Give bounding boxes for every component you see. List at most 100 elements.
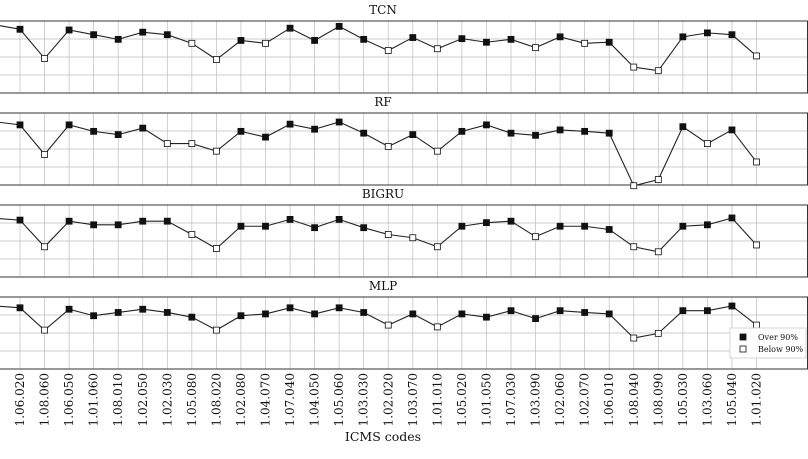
x-tick-label: 1.02.080 <box>234 373 248 426</box>
point-below-90 <box>163 140 171 148</box>
x-tick-label: 1.02.020 <box>381 373 395 426</box>
point-over-90 <box>507 307 515 315</box>
x-tick-label: 1.05.080 <box>185 373 199 426</box>
point-over-90 <box>65 217 73 225</box>
x-tick-label: 1.05.030 <box>676 373 690 426</box>
point-over-90 <box>532 315 539 323</box>
point-below-90 <box>581 39 589 47</box>
panels-layer: TCN RF BIGRU MLP <box>0 3 808 370</box>
point-below-90 <box>384 231 392 238</box>
point-over-90 <box>139 217 147 225</box>
point-over-90 <box>728 31 736 39</box>
point-over-90 <box>286 215 294 223</box>
x-tick-label: 1.06.020 <box>13 373 27 426</box>
point-over-90 <box>335 215 343 223</box>
point-over-90 <box>90 221 98 229</box>
point-over-90 <box>483 313 490 321</box>
x-tick-label: 1.05.040 <box>725 373 739 426</box>
point-below-90 <box>41 55 48 62</box>
point-over-90 <box>139 28 147 36</box>
point-over-90 <box>360 309 368 316</box>
point-over-90 <box>728 214 736 222</box>
point-over-90 <box>114 221 122 229</box>
point-over-90 <box>507 35 515 43</box>
point-below-90 <box>212 147 220 155</box>
x-tick-label: 1.01.010 <box>430 373 444 426</box>
x-tick-label: 1.02.060 <box>553 373 567 426</box>
x-tick-labels: 1.06.020 1.08.060 1.06.050 1.01.060 1.08.010… <box>13 373 764 426</box>
point-over-90 <box>237 222 245 230</box>
point-over-90 <box>311 37 319 44</box>
point-over-90 <box>65 26 73 34</box>
panel-title: BIGRU <box>362 187 404 201</box>
x-tick-label: 1.02.030 <box>160 373 174 426</box>
point-over-90 <box>409 310 417 318</box>
point-over-90 <box>262 133 269 141</box>
point-over-90 <box>458 222 466 230</box>
point-over-90 <box>114 35 122 43</box>
point-over-90 <box>581 222 589 230</box>
legend-box <box>729 327 807 359</box>
point-over-90 <box>90 312 98 320</box>
legend-label-over: Over 90% <box>758 333 798 342</box>
point-over-90 <box>605 38 613 46</box>
point-below-90 <box>630 63 638 71</box>
point-below-90 <box>262 39 269 47</box>
x-tick-label: 1.06.050 <box>62 373 76 426</box>
point-over-90 <box>605 226 613 233</box>
point-over-90 <box>163 217 171 225</box>
point-over-90 <box>679 33 687 41</box>
point-over-90 <box>237 312 245 320</box>
point-over-90 <box>409 131 417 139</box>
point-below-90 <box>630 334 638 342</box>
point-below-90 <box>41 150 48 158</box>
x-tick-label: 1.03.090 <box>529 373 543 426</box>
legend: Over 90% Below 90% <box>729 327 807 359</box>
point-over-90 <box>65 305 73 313</box>
point-over-90 <box>679 307 687 315</box>
point-over-90 <box>507 129 515 137</box>
point-below-90 <box>212 326 220 334</box>
point-over-90 <box>163 31 171 39</box>
series-line <box>0 305 757 339</box>
point-over-90 <box>237 37 245 44</box>
point-over-90 <box>16 121 24 129</box>
panel-title: RF <box>374 95 391 109</box>
point-below-90 <box>753 241 760 249</box>
point-below-90 <box>433 147 441 155</box>
point-over-90 <box>16 304 24 312</box>
point-over-90 <box>114 131 122 139</box>
point-over-90 <box>360 129 368 137</box>
point-over-90 <box>704 307 711 315</box>
x-tick-label: 1.05.020 <box>455 373 469 426</box>
point-below-90 <box>433 45 441 53</box>
point-over-90 <box>483 121 490 129</box>
x-tick-label: 1.04.050 <box>308 373 322 426</box>
point-over-90 <box>90 31 98 39</box>
point-below-90 <box>433 323 441 331</box>
point-over-90 <box>679 123 687 131</box>
point-over-90 <box>409 34 417 41</box>
point-over-90 <box>237 127 245 135</box>
x-tick-label: 1.01.060 <box>87 373 101 426</box>
point-over-90 <box>335 118 343 126</box>
point-below-90 <box>188 140 196 148</box>
point-over-90 <box>262 310 269 318</box>
point-below-90 <box>753 321 760 329</box>
point-below-90 <box>409 234 417 242</box>
panel-bigru: BIGRU <box>0 187 808 278</box>
point-over-90 <box>605 129 613 137</box>
point-below-90 <box>630 243 638 251</box>
point-over-90 <box>139 305 147 313</box>
point-below-90 <box>654 248 662 256</box>
x-tick-label: 1.02.050 <box>136 373 150 426</box>
point-over-90 <box>311 224 319 232</box>
point-over-90 <box>704 221 711 229</box>
x-tick-label: 1.06.010 <box>602 373 616 426</box>
legend-marker-over <box>739 333 747 341</box>
point-below-90 <box>532 233 539 241</box>
point-below-90 <box>384 321 392 329</box>
point-below-90 <box>753 52 760 60</box>
